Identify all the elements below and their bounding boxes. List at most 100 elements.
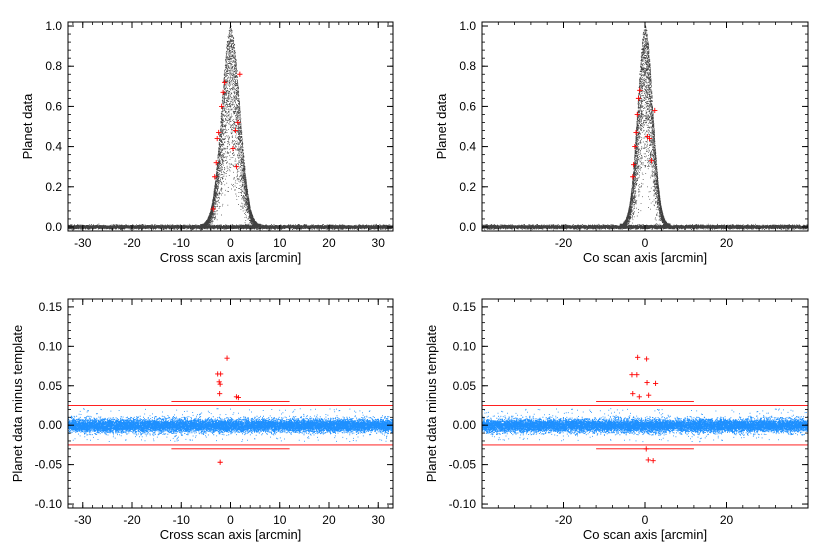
x-tick-label: -30 (74, 236, 92, 250)
panel-bottom-left: -30 -20 -10 0 10 20 30 -0.10 -0.05 0.00 0.05 0.10 0.… (10, 298, 394, 542)
x-tick-label: -20 (123, 513, 141, 527)
y-tick-label: 0.6 (45, 99, 62, 113)
y-tick-label: 0.6 (459, 99, 476, 113)
outlier-point-5 (635, 95, 642, 101)
y-tick-label: -0.05 (35, 458, 63, 472)
outlier-point-11 (237, 71, 243, 77)
x-tick-label: 10 (273, 513, 287, 527)
y-axis-label: Planet data (434, 93, 449, 160)
outlier-point-4 (217, 381, 223, 387)
residual-scatter (68, 408, 393, 442)
y-tick-label: 0.15 (453, 300, 477, 314)
y-tick-label: 0.2 (459, 180, 476, 194)
y-tick-label: -0.10 (449, 497, 477, 511)
outlier-point-7 (221, 79, 228, 85)
outlier-point-1 (212, 174, 218, 180)
outlier-point-3 (633, 129, 639, 136)
y-tick-label: -0.05 (449, 458, 477, 472)
outlier-point-8 (646, 135, 653, 142)
outlier-point-5 (644, 380, 650, 386)
outlier-point-3 (214, 135, 220, 142)
outlier-point-11 (643, 446, 649, 452)
plot-frame (481, 298, 809, 509)
y-tick-label: 1.0 (45, 19, 62, 33)
outlier-point-5 (219, 103, 225, 110)
outlier-point-7 (235, 394, 241, 401)
x-axis-label: Co scan axis [arcmin] (583, 527, 707, 542)
x-tick-label: 0 (227, 236, 234, 250)
y-tick-label: 0.10 (39, 339, 63, 353)
x-tick-label: -10 (173, 513, 191, 527)
panel-top-left: -30 -20 -10 0 10 20 30 0.0 0.2 0.4 0.6 0.8 1.0 Cross … (20, 19, 394, 265)
x-tick-label: 0 (642, 513, 649, 527)
outlier-point-0 (210, 206, 216, 212)
outlier-point-6 (220, 89, 226, 95)
outlier-point-8 (230, 146, 236, 152)
x-tick-label: 10 (273, 236, 287, 250)
outlier-point-2 (629, 372, 635, 378)
y-tick-label: 0.4 (459, 140, 476, 154)
y-tick-label: 0.8 (459, 59, 476, 73)
outlier-point-0 (635, 354, 641, 360)
y-axis-label: Planet data (20, 93, 35, 160)
outlier-point-12 (233, 164, 240, 170)
outlier-point-2 (218, 371, 224, 377)
x-tick-label: -20 (555, 513, 573, 527)
outlier-point-2 (213, 160, 219, 166)
plot-area (68, 355, 393, 465)
outlier-point-4 (216, 129, 222, 136)
outlier-point-8 (646, 392, 652, 398)
outlier-point-0 (630, 174, 636, 180)
x-tick-label: -30 (74, 513, 92, 527)
y-tick-label: 0.10 (453, 339, 477, 353)
beam-scatter (68, 25, 393, 231)
plot-frame (67, 298, 394, 509)
x-tick-label: 20 (720, 236, 734, 250)
outlier-point-9 (648, 158, 655, 164)
x-tick-label: 30 (372, 513, 386, 527)
x-axis-label: Cross scan axis [arcmin] (160, 250, 302, 265)
outlier-point-3 (216, 379, 222, 385)
panel-top-right: -20 0 20 0.0 0.2 0.4 0.6 0.8 1.0 Co scan axis [ar… (434, 19, 809, 265)
outlier-point-4 (652, 380, 659, 386)
outlier-point-1 (630, 162, 637, 168)
y-tick-label: 0.05 (453, 379, 477, 393)
outlier-point-1 (644, 356, 650, 362)
y-tick-label: 0.0 (459, 220, 476, 234)
y-tick-label: 0.4 (45, 140, 62, 154)
y-tick-label: 1.0 (459, 19, 476, 33)
x-tick-label: 0 (227, 513, 234, 527)
outlier-point-10 (235, 119, 241, 126)
outlier-point-10 (650, 458, 656, 464)
x-tick-label: 20 (322, 236, 336, 250)
plot-area (68, 25, 393, 231)
y-tick-label: 0.00 (453, 418, 477, 432)
outlier-point-6 (637, 87, 643, 93)
y-tick-label: -0.10 (35, 497, 63, 511)
x-tick-label: -20 (555, 236, 573, 250)
beam-scatter (482, 25, 808, 231)
x-tick-label: 20 (720, 513, 734, 527)
x-axis-label: Co scan axis [arcmin] (583, 250, 707, 265)
x-tick-label: 20 (322, 513, 336, 527)
outlier-point-9 (645, 457, 651, 463)
y-tick-label: 0.00 (39, 418, 63, 432)
x-tick-label: -10 (173, 236, 191, 250)
x-tick-label: 30 (372, 236, 386, 250)
outlier-point-3 (634, 372, 640, 378)
outlier-point-8 (217, 459, 223, 465)
y-tick-label: 0.8 (45, 59, 62, 73)
panel-bottom-right: -20 0 20 -0.10 -0.05 0.00 0.05 0.10 0.15 Co scan … (424, 298, 809, 542)
outlier-point-7 (636, 394, 642, 400)
outlier-point-10 (652, 107, 658, 114)
outlier-point-4 (634, 111, 640, 118)
y-tick-label: 0.0 (45, 220, 62, 234)
plot-area (482, 25, 808, 231)
outlier-point-2 (632, 143, 638, 150)
y-tick-label: 0.2 (45, 180, 62, 194)
plot-area (482, 354, 808, 464)
outlier-point-0 (224, 355, 230, 361)
outlier-point-9 (232, 127, 239, 134)
residual-scatter (482, 408, 808, 443)
